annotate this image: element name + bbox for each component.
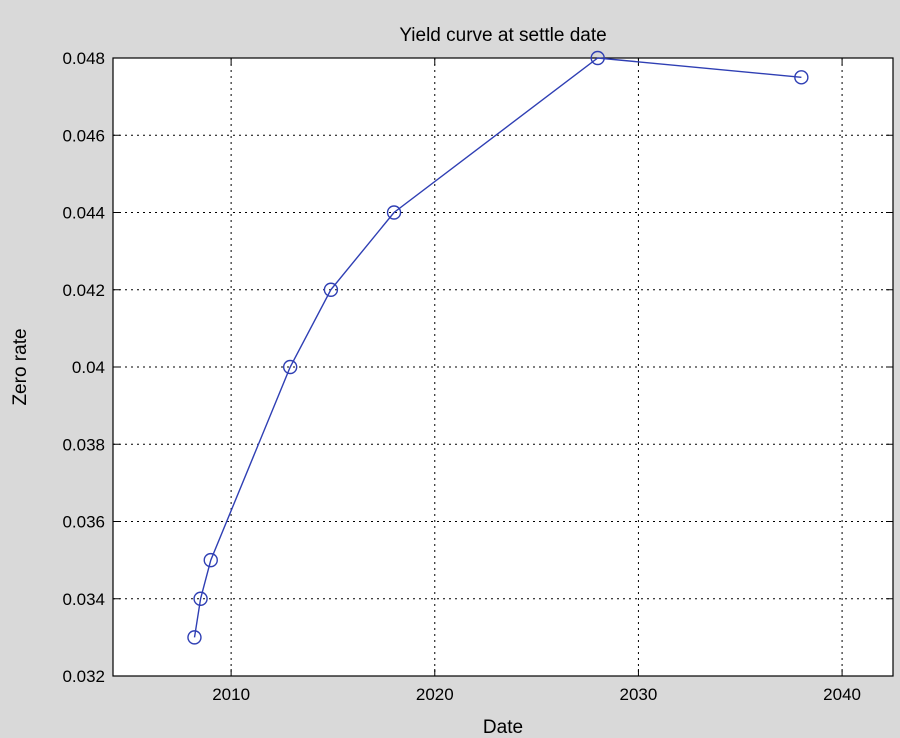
y-tick-label: 0.034 [62,590,105,609]
chart-title: Yield curve at settle date [399,25,606,46]
x-tick-label: 2020 [416,685,454,704]
data-point [203,552,218,568]
series [187,50,809,645]
y-axis-label: Zero rate [10,328,31,405]
y-tick-label: 0.036 [62,513,105,532]
y-tick-label: 0.042 [62,281,105,300]
data-point [590,50,605,66]
x-tick-label: 2040 [823,685,861,704]
y-tick-label: 0.044 [62,204,105,223]
data-point [193,591,208,606]
x-axis-label: Date [483,717,523,738]
y-tick-label: 0.048 [62,49,105,68]
y-tick-label: 0.04 [72,358,105,377]
data-point [323,282,339,297]
data-point [794,70,809,85]
data-point [386,205,402,220]
x-tick-label: 2030 [620,685,658,704]
x-tick-label: 2010 [212,685,250,704]
y-tick-label: 0.046 [62,126,105,145]
data-point [187,630,202,645]
y-tick-label: 0.038 [62,435,105,454]
data-point [282,359,298,375]
y-tick-label: 0.032 [62,667,105,686]
axis-ticks: 2010 2020 2030 2040 0.032 0.034 0.036 0.038 0.04… [62,49,893,704]
